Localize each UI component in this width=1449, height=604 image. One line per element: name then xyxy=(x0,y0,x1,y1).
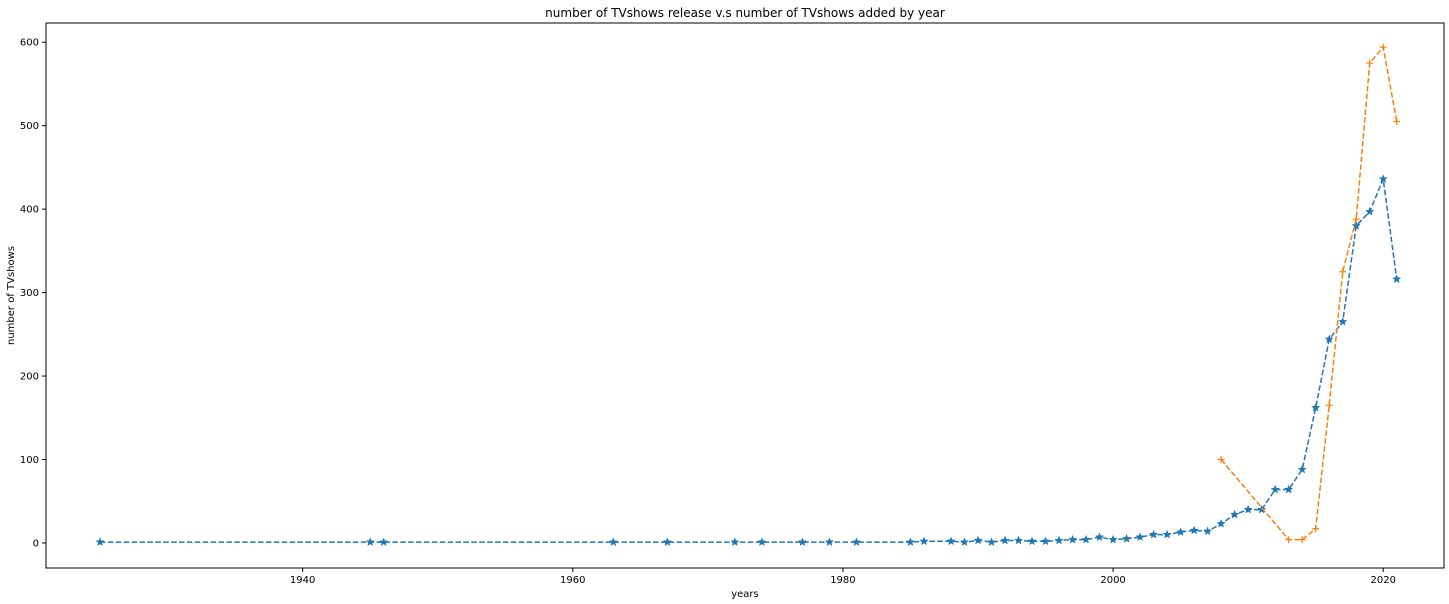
data-point xyxy=(905,537,916,547)
data-point xyxy=(1365,206,1375,216)
data-point xyxy=(919,536,929,546)
data-point xyxy=(1054,535,1064,545)
data-point xyxy=(1270,484,1280,494)
x-tick-label: 1940 xyxy=(290,575,315,586)
data-point xyxy=(959,537,970,547)
series-1 xyxy=(95,174,1402,547)
marks-layer xyxy=(95,43,1402,547)
data-point xyxy=(1217,456,1225,464)
data-point xyxy=(1298,536,1306,544)
data-point xyxy=(1229,509,1240,519)
data-point xyxy=(824,537,835,547)
data-point xyxy=(986,537,997,547)
data-point xyxy=(757,537,767,547)
y-tick-label: 200 xyxy=(20,372,39,383)
data-point xyxy=(1311,402,1321,412)
data-point xyxy=(1297,464,1307,474)
x-tick-label: 1980 xyxy=(830,575,855,586)
data-point xyxy=(1378,174,1388,184)
data-point xyxy=(1243,504,1253,514)
data-point xyxy=(1366,59,1374,67)
data-point xyxy=(1312,525,1320,533)
data-point xyxy=(1148,529,1159,539)
data-point xyxy=(1285,536,1293,544)
data-point xyxy=(1338,316,1348,326)
data-point xyxy=(946,536,956,546)
data-point xyxy=(1339,268,1347,276)
data-point xyxy=(1379,43,1387,51)
y-tick-label: 600 xyxy=(20,38,39,49)
y-axis: 0 100 200 300 400 500 600 xyxy=(20,38,46,549)
data-point xyxy=(1216,518,1226,528)
data-point xyxy=(379,537,389,547)
x-tick-label: 2000 xyxy=(1100,575,1125,586)
y-tick-label: 100 xyxy=(20,455,39,466)
data-point xyxy=(1202,526,1213,536)
series-2 xyxy=(1217,43,1401,544)
x-tick-label: 1960 xyxy=(560,575,585,586)
axes-frame xyxy=(45,22,1445,569)
y-tick-label: 300 xyxy=(20,288,39,299)
data-point xyxy=(662,537,673,547)
data-point xyxy=(797,537,808,547)
data-point xyxy=(1000,535,1010,545)
y-tick-label: 0 xyxy=(33,538,39,549)
data-point xyxy=(1067,534,1078,544)
data-point xyxy=(1392,274,1402,284)
data-point xyxy=(1256,504,1267,514)
y-tick-label: 400 xyxy=(20,205,39,216)
data-point xyxy=(1352,215,1360,223)
data-point xyxy=(365,537,375,547)
data-point xyxy=(1094,532,1105,542)
series-line xyxy=(100,176,1398,543)
y-tick-label: 500 xyxy=(20,121,39,132)
data-point xyxy=(1040,536,1051,546)
y-axis-label: number of TVshows xyxy=(6,246,17,345)
data-point xyxy=(1283,484,1294,494)
data-point xyxy=(1162,529,1172,539)
data-point xyxy=(1013,535,1024,545)
series-line xyxy=(1220,45,1398,541)
data-point xyxy=(608,537,618,547)
data-point xyxy=(1325,401,1333,409)
x-axis-label: years xyxy=(731,589,759,600)
data-point xyxy=(1175,527,1186,537)
data-point xyxy=(730,537,740,547)
data-point xyxy=(1189,525,1199,535)
x-axis: 1940 1960 1980 2000 2020 xyxy=(290,568,1396,586)
data-point xyxy=(1108,534,1118,544)
data-point xyxy=(1324,334,1334,344)
x-tick-label: 2020 xyxy=(1370,575,1395,586)
data-point xyxy=(1027,536,1037,546)
chart-title: number of TVshows release v.s number of … xyxy=(545,6,945,20)
data-point xyxy=(973,535,983,545)
data-point xyxy=(1393,117,1401,125)
data-point xyxy=(851,537,862,547)
data-point xyxy=(1121,533,1132,543)
data-point xyxy=(95,537,105,547)
data-point xyxy=(1351,220,1361,230)
data-point xyxy=(1135,532,1145,542)
data-point xyxy=(1081,534,1091,544)
